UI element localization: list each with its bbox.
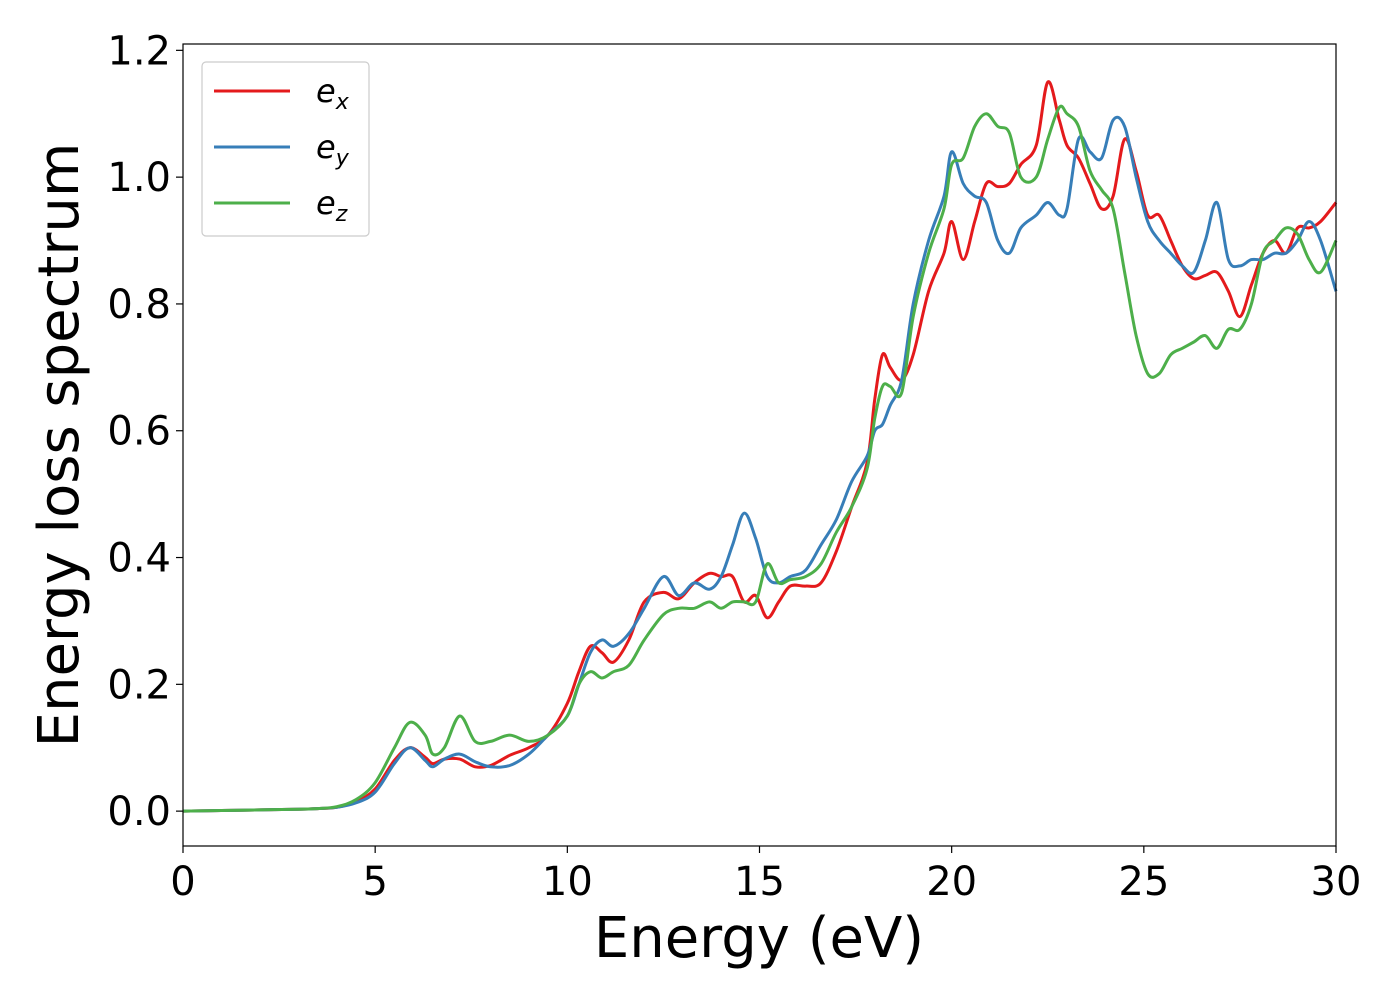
x-tick-label: 15 bbox=[734, 859, 785, 905]
y-tick-label: 0.8 bbox=[107, 282, 171, 328]
y-tick-label: 0.6 bbox=[107, 409, 171, 455]
x-tick-label: 0 bbox=[170, 859, 195, 905]
plot-background bbox=[183, 44, 1336, 846]
x-tick-label: 25 bbox=[1118, 859, 1169, 905]
x-axis: 0 5 10 15 20 25 30 bbox=[170, 846, 1361, 905]
y-axis-label: Energy loss spectrum bbox=[27, 143, 92, 748]
y-tick-label: 0.2 bbox=[107, 662, 171, 708]
x-tick-label: 5 bbox=[362, 859, 387, 905]
x-tick-label: 30 bbox=[1311, 859, 1362, 905]
y-tick-label: 1.0 bbox=[107, 155, 171, 201]
series-line-ez bbox=[182, 104, 1338, 813]
x-axis-label: Energy (eV) bbox=[594, 906, 924, 971]
x-tick-label: 10 bbox=[542, 859, 593, 905]
y-tick-label: 0.4 bbox=[107, 536, 171, 582]
x-tick-label: 20 bbox=[926, 859, 977, 905]
y-tick-label: 0.0 bbox=[107, 789, 171, 835]
legend-frame bbox=[201, 61, 370, 237]
y-axis: 0.0 0.2 0.4 0.6 0.8 1.0 1.2 bbox=[107, 28, 183, 835]
y-tick-label: 1.2 bbox=[107, 28, 171, 74]
series-line-ey bbox=[182, 115, 1338, 813]
series-layer bbox=[182, 80, 1338, 813]
